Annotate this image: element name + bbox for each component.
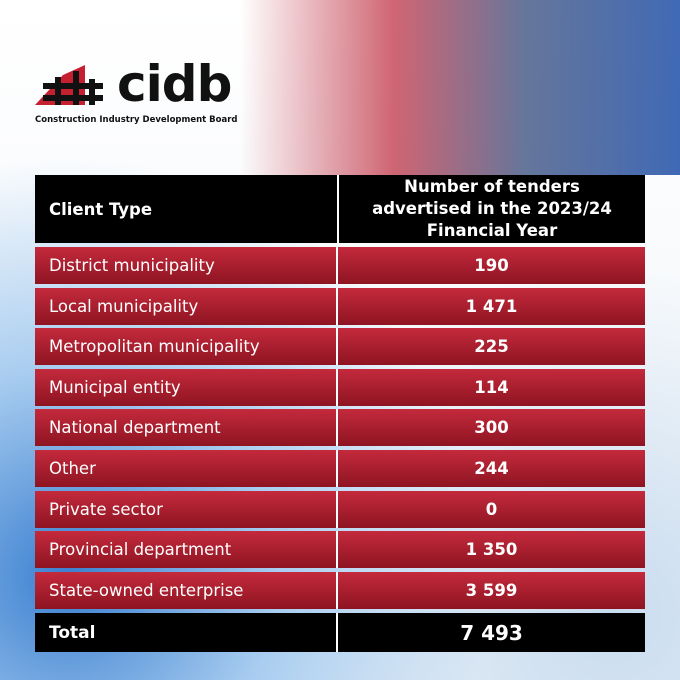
client-type: Municipal entity — [49, 377, 181, 397]
tender-count: 225 — [336, 328, 645, 366]
client-type: National department — [49, 418, 221, 438]
column-header: Client Type — [49, 199, 153, 219]
table-header: Client Type Number of tenders advertised… — [35, 175, 645, 243]
table-row: National department 300 — [35, 409, 645, 447]
total-label: Total — [49, 622, 96, 643]
table-row: Provincial department 1 350 — [35, 531, 645, 569]
total-value: 7 493 — [336, 613, 645, 652]
client-type: District municipality — [49, 256, 215, 275]
client-type: Provincial department — [49, 540, 232, 560]
total-row: Total 7 493 — [35, 613, 645, 652]
organisation-name: Construction Industry Development Board — [35, 115, 238, 125]
table-row: State-owned enterprise 3 599 — [35, 571, 645, 609]
column-header: Number of tenders advertised in the 2023… — [337, 175, 645, 243]
client-type: Private sector — [49, 499, 163, 519]
table-row: Other 244 — [35, 450, 645, 487]
client-type: Metropolitan municipality — [49, 337, 260, 357]
table-row: Local municipality 1 471 — [35, 287, 645, 325]
table-row: Municipal entity 114 — [35, 368, 645, 406]
client-type: Local municipality — [49, 296, 199, 316]
tender-count: 244 — [336, 450, 645, 487]
tender-count: 1 350 — [336, 531, 645, 569]
tender-count: 190 — [336, 247, 645, 284]
client-type: State-owned enterprise — [49, 580, 244, 600]
header-photo — [240, 0, 680, 175]
logo-mark — [35, 65, 103, 105]
tender-count: 0 — [336, 490, 645, 528]
table-row: Private sector 0 — [35, 490, 645, 528]
table-row: Metropolitan municipality 225 — [35, 328, 645, 366]
tender-count: 114 — [336, 368, 645, 406]
tender-count: 3 599 — [336, 571, 645, 609]
client-type: Other — [49, 459, 96, 478]
tender-count: 1 471 — [336, 287, 645, 325]
table-row: District municipality 190 — [35, 247, 645, 284]
logo-text: cidb — [117, 55, 232, 113]
tender-count: 300 — [336, 409, 645, 447]
